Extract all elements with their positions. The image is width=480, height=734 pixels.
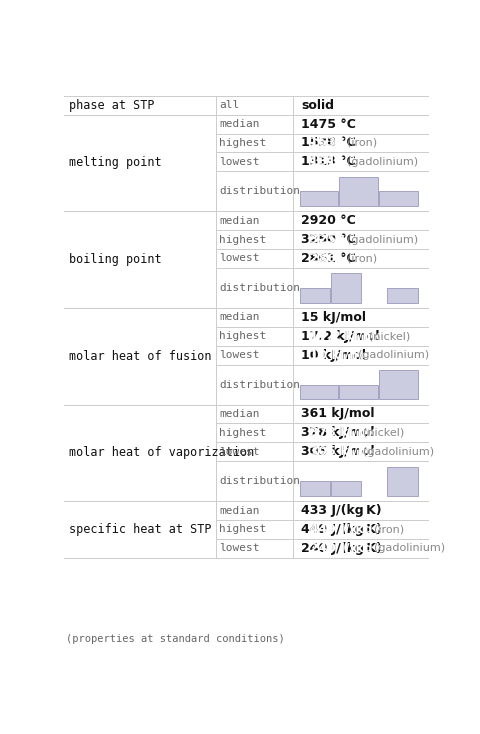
Text: 1313 °C: 1313 °C [301,156,373,168]
Text: highest: highest [219,331,266,341]
Text: (gadolinium): (gadolinium) [358,350,429,360]
Text: median: median [219,119,260,129]
Text: lowest: lowest [219,253,260,264]
Text: distribution: distribution [219,476,300,486]
Text: 3250 °C: 3250 °C [301,233,373,246]
Text: (iron): (iron) [374,525,405,534]
Bar [339,177,378,206]
Text: all: all [219,101,240,110]
Text: 15 kJ/mol: 15 kJ/mol [301,310,366,324]
Text: lowest: lowest [219,350,260,360]
Text: highest: highest [219,428,266,438]
Text: 378 kJ/mol: 378 kJ/mol [301,426,375,440]
Text: (iron): (iron) [347,138,377,148]
Text: 449 J/(kg K): 449 J/(kg K) [301,523,382,536]
Text: 17.2 kJ/mol: 17.2 kJ/mol [301,330,380,343]
Text: 3250 °C: 3250 °C [301,233,356,246]
Text: median: median [219,506,260,515]
Text: 305 kJ/mol: 305 kJ/mol [301,446,392,458]
Text: 361 kJ/mol: 361 kJ/mol [301,407,375,421]
Bar [387,467,418,495]
Text: (gadolinium): (gadolinium) [363,447,434,457]
Text: distribution: distribution [219,379,300,390]
Bar [331,482,361,495]
Text: 1538 °C: 1538 °C [301,137,373,150]
Text: distribution: distribution [219,283,300,293]
Text: specific heat at STP: specific heat at STP [69,523,212,536]
Text: molar heat of vaporization: molar heat of vaporization [69,446,254,459]
Text: 433 J/(kg K): 433 J/(kg K) [301,504,382,517]
Text: 240 J/(kg K): 240 J/(kg K) [301,542,400,555]
Text: solid: solid [301,98,334,112]
Bar [387,288,418,302]
Text: 10 kJ/mol: 10 kJ/mol [301,349,366,362]
Bar [379,192,418,206]
Bar [379,370,418,399]
Text: 305 kJ/mol: 305 kJ/mol [301,446,375,458]
Text: boiling point: boiling point [69,253,162,266]
Text: (iron): (iron) [347,253,377,264]
Bar [300,288,330,302]
Text: highest: highest [219,138,266,148]
Text: lowest: lowest [219,543,260,553]
Text: molar heat of fusion: molar heat of fusion [69,349,212,363]
Bar [300,482,330,495]
Text: (gadolinium): (gadolinium) [347,157,418,167]
Bar [331,273,361,302]
Text: 2920 °C: 2920 °C [301,214,356,228]
Text: 10 kJ/mol: 10 kJ/mol [301,349,384,362]
Text: median: median [219,216,260,226]
Text: (nickel): (nickel) [363,428,405,438]
Text: 1313 °C: 1313 °C [301,156,356,168]
Text: lowest: lowest [219,447,260,457]
Text: melting point: melting point [69,156,162,170]
Text: 1538 °C: 1538 °C [301,137,356,150]
Text: lowest: lowest [219,157,260,167]
Text: 378 kJ/mol: 378 kJ/mol [301,426,392,440]
Text: 1475 °C: 1475 °C [301,117,356,131]
Text: highest: highest [219,235,266,244]
Text: 2861 °C: 2861 °C [301,252,373,265]
Bar [339,385,378,399]
Text: 240 J/(kg K): 240 J/(kg K) [301,542,382,555]
Text: (gadolinium): (gadolinium) [347,235,418,244]
Text: (gadolinium): (gadolinium) [374,543,445,553]
Text: (properties at standard conditions): (properties at standard conditions) [66,634,285,644]
Text: phase at STP: phase at STP [69,98,155,112]
Text: 449 J/(kg K): 449 J/(kg K) [301,523,399,536]
Text: 2861 °C: 2861 °C [301,252,356,265]
Text: distribution: distribution [219,186,300,196]
Bar [300,385,338,399]
Text: (nickel): (nickel) [369,331,410,341]
Text: median: median [219,409,260,419]
Text: median: median [219,313,260,322]
Text: 17.2 kJ/mol: 17.2 kJ/mol [301,330,397,343]
Text: highest: highest [219,525,266,534]
Bar [300,192,338,206]
